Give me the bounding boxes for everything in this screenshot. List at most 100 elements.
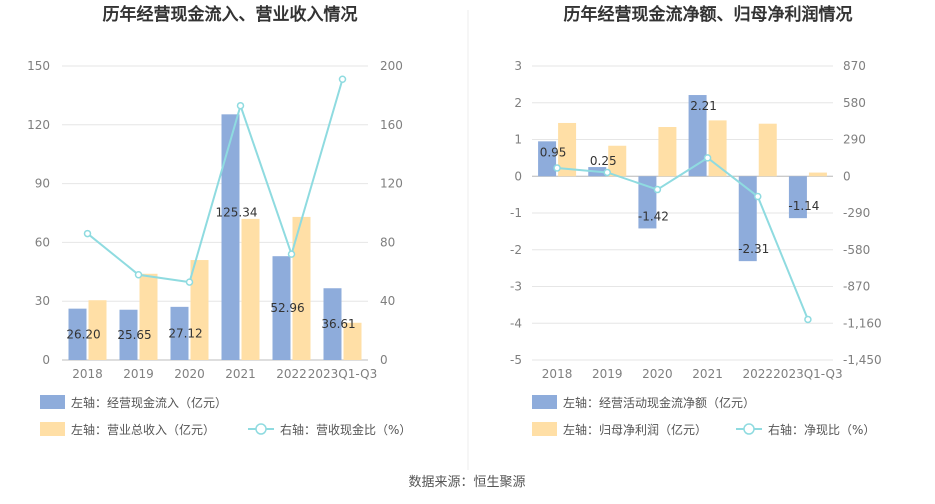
right-axis-tick: -1,160: [843, 316, 882, 330]
left-axis-tick: -3: [510, 280, 522, 294]
left-axis-tick: -5: [510, 353, 522, 367]
data-label: 0.25: [590, 154, 617, 168]
data-label: 25.65: [117, 328, 151, 342]
data-label: 27.12: [168, 326, 202, 340]
bar-orange: [241, 218, 260, 360]
data-label: 125.34: [216, 206, 258, 220]
left-axis-tick: 3: [514, 59, 522, 73]
left-axis-tick: 60: [35, 235, 50, 249]
bar-blue: [221, 114, 240, 360]
bar-blue: [323, 288, 342, 360]
legend-swatch-blue: [532, 395, 557, 409]
x-axis-tick: 2019: [592, 367, 623, 381]
bar-blue: [272, 256, 291, 360]
right-axis-tick: 200: [380, 59, 403, 73]
chart-2: 历年经营现金流净额、归母净利润情况 -5 -4 -3 -2 -1 0 1 2 3 -1,450 -1,…: [510, 4, 882, 437]
chart-1: 历年经营现金流入、营业收入情况 0 30 60 90 120 150 0 40 80 120 160 2…: [27, 4, 411, 437]
data-label: -1.42: [638, 209, 669, 223]
legend-label: 右轴：净现比（%）: [768, 422, 875, 437]
right-axis-tick: 290: [843, 133, 866, 147]
left-axis-tick: 0: [514, 169, 522, 183]
x-axis-tick: 2023Q1-Q3: [308, 367, 377, 381]
legend-label: 左轴：营业总收入（亿元）: [71, 422, 215, 437]
ratio-point: [703, 154, 712, 162]
ratio-point: [134, 270, 143, 279]
bar-blue: [170, 306, 189, 360]
data-label: -2.31: [738, 242, 769, 256]
data-label: 0.95: [540, 145, 567, 159]
ratio-point: [804, 315, 812, 324]
data-label: 26.20: [66, 327, 100, 341]
ratio-point: [603, 168, 611, 177]
bar-orange: [808, 172, 827, 177]
bar-orange: [608, 145, 627, 177]
ratio-point: [83, 229, 92, 238]
chart-title: 历年经营现金流净额、归母净利润情况: [564, 4, 853, 25]
data-label: -1.14: [788, 199, 819, 213]
right-axis-tick: 0: [380, 353, 388, 367]
right-axis-tick: 0: [843, 169, 851, 183]
ratio-point: [754, 192, 762, 201]
bar-orange: [190, 260, 209, 360]
ratio-line: [556, 156, 809, 320]
left-axis-tick: 30: [35, 294, 50, 308]
x-axis-tick: 2019: [123, 367, 154, 381]
ratio-point: [653, 185, 662, 194]
legend-swatch-point: [743, 423, 755, 435]
data-label: 2.21: [690, 99, 717, 113]
left-axis-tick: -4: [510, 316, 522, 330]
legend-label: 左轴：经营活动现金流净额（亿元）: [563, 395, 755, 410]
chart-title: 历年经营现金流入、营业收入情况: [103, 4, 358, 25]
ratio-point: [236, 101, 245, 110]
legend-label: 左轴：经营现金流入（亿元）: [71, 395, 227, 410]
left-axis-tick: -2: [510, 243, 522, 257]
left-axis-tick: 1: [514, 133, 522, 147]
legend-swatch-orange: [40, 422, 65, 436]
data-label: 52.96: [270, 301, 304, 315]
legend-swatch-point: [255, 423, 267, 435]
right-axis-tick: -870: [843, 280, 870, 294]
right-axis-tick: -1,450: [843, 353, 882, 367]
x-axis-tick: 2018: [542, 367, 573, 381]
right-axis-tick: 120: [380, 177, 403, 191]
bar-blue: [68, 308, 87, 360]
bar-orange: [758, 123, 777, 177]
bar-blue: [788, 176, 807, 219]
legend-label: 右轴：营收现金比（%）: [280, 422, 411, 437]
bar-blue: [538, 141, 557, 177]
right-axis-tick: 870: [843, 59, 866, 73]
x-axis-tick: 2021: [225, 367, 256, 381]
x-axis-tick: 2022: [742, 367, 773, 381]
left-axis-tick: 2: [514, 96, 522, 110]
ratio-point: [553, 164, 561, 172]
legend-swatch-blue: [40, 395, 65, 409]
right-axis-tick: 160: [380, 118, 403, 132]
ratio-point: [338, 75, 347, 83]
ratio-point: [287, 250, 296, 258]
bar-orange: [658, 127, 677, 177]
right-axis-tick: -580: [843, 243, 870, 257]
source-text: 数据来源：恒生聚源: [408, 475, 525, 490]
bar-blue: [738, 176, 757, 262]
left-axis-tick: 90: [35, 177, 50, 191]
right-axis-tick: -290: [843, 206, 870, 220]
left-axis-tick: -1: [510, 206, 522, 220]
bar-blue: [119, 309, 138, 360]
x-axis-tick: 2018: [72, 367, 103, 381]
bar-orange: [139, 273, 158, 360]
ratio-line: [86, 78, 344, 284]
bar-orange: [343, 322, 362, 360]
bar-orange: [708, 120, 727, 177]
bar-orange: [88, 300, 107, 360]
left-axis-tick: 0: [42, 353, 50, 367]
x-axis-tick: 2023Q1-Q3: [773, 367, 842, 381]
bar-orange: [558, 122, 577, 177]
legend-label: 左轴：归母净利润（亿元）: [563, 422, 707, 437]
bar-orange: [292, 216, 311, 360]
x-axis-tick: 2022: [276, 367, 307, 381]
bar-blue: [688, 95, 707, 177]
right-axis-tick: 80: [380, 235, 395, 249]
right-axis-tick: 40: [380, 294, 395, 308]
